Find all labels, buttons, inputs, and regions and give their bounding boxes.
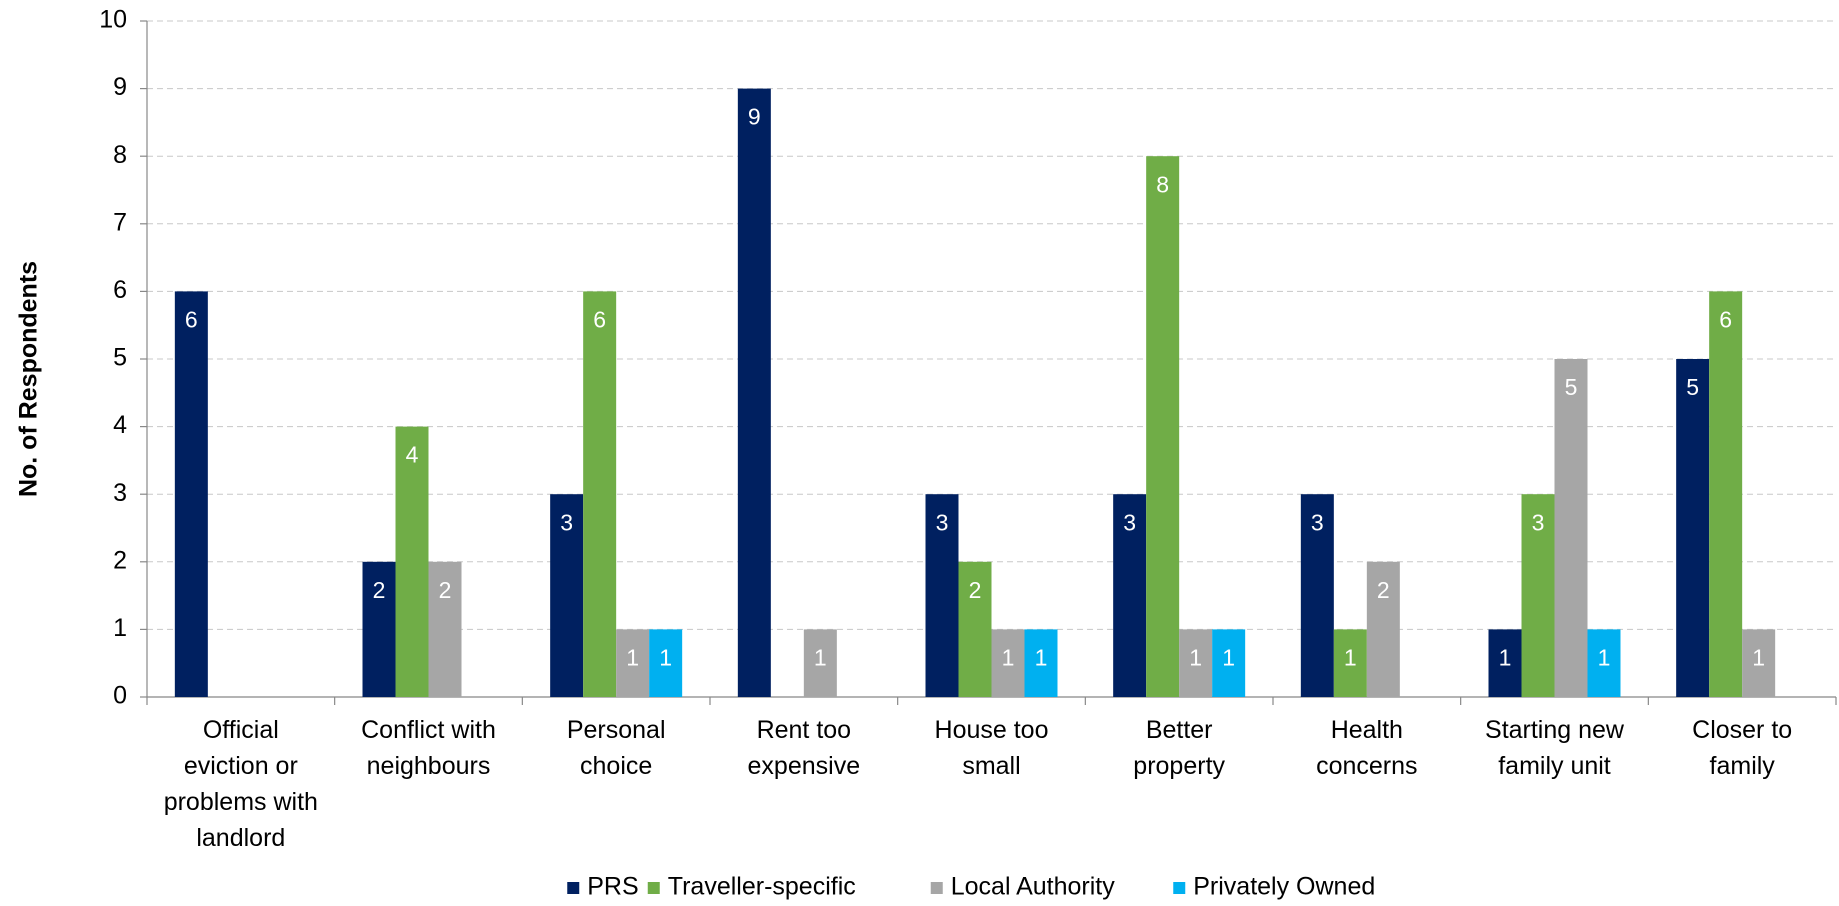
value-label: 6 [1719, 306, 1732, 332]
value-label: 9 [748, 104, 761, 130]
y-tick-label: 7 [113, 208, 127, 236]
bar [737, 88, 771, 698]
bar [1212, 629, 1246, 697]
x-tick-label: Closer to family [1692, 716, 1792, 780]
bar [550, 494, 584, 697]
bar [1742, 629, 1776, 697]
value-label: 3 [560, 509, 573, 535]
legend-swatch [647, 882, 660, 894]
x-tick-label: Better property [1133, 716, 1225, 780]
bar [1676, 359, 1710, 697]
y-tick-label: 3 [113, 479, 127, 507]
value-label: 1 [1499, 644, 1512, 670]
bar [1179, 629, 1213, 697]
y-tick-label: 5 [113, 344, 127, 372]
value-label: 1 [1222, 644, 1235, 670]
bar [1709, 291, 1743, 697]
value-label: 8 [1156, 171, 1169, 197]
y-tick-label: 2 [113, 546, 127, 574]
legend-swatch [567, 882, 580, 894]
value-label: 1 [814, 644, 827, 670]
bar [1366, 561, 1400, 697]
bar [1300, 494, 1334, 697]
value-label: 1 [1344, 644, 1357, 670]
value-label: 2 [439, 577, 452, 603]
bar [428, 561, 462, 697]
y-tick-label: 0 [113, 682, 127, 710]
legend-label: Local Authority [951, 873, 1115, 901]
value-label: 1 [1598, 644, 1611, 670]
bar [1333, 629, 1367, 697]
bar [925, 494, 959, 697]
bar [803, 629, 837, 697]
value-label: 1 [1189, 644, 1202, 670]
legend-label: Traveller-specific [668, 873, 856, 901]
y-tick-label: 9 [113, 73, 127, 101]
bar [174, 291, 208, 697]
value-label: 3 [1311, 509, 1324, 535]
value-label: 6 [185, 306, 198, 332]
bar [649, 629, 683, 697]
bar [395, 426, 429, 697]
value-label: 3 [1123, 509, 1136, 535]
bar [1024, 629, 1058, 697]
bar [1146, 156, 1180, 697]
value-label: 4 [406, 442, 419, 468]
y-tick-label: 1 [113, 614, 127, 642]
x-tick-label: Conflict with neighbours [361, 716, 496, 780]
bar [1488, 629, 1522, 697]
bar [362, 561, 396, 697]
bar [1554, 359, 1588, 697]
bar [991, 629, 1025, 697]
value-label: 1 [1002, 644, 1015, 670]
bar [1113, 494, 1147, 697]
x-tick-label: Personal choice [567, 716, 666, 780]
y-tick-label: 4 [113, 411, 127, 439]
value-label: 2 [373, 577, 386, 603]
y-tick-label: 10 [99, 6, 127, 34]
bar [958, 561, 992, 697]
legend-swatch [1173, 882, 1186, 894]
value-label: 2 [1377, 577, 1390, 603]
value-label: 2 [969, 577, 982, 603]
value-label: 1 [1752, 644, 1765, 670]
value-label: 1 [659, 644, 672, 670]
x-tick-label: Starting new family unit [1485, 716, 1625, 780]
value-label: 1 [626, 644, 639, 670]
bar [583, 291, 617, 697]
value-label: 3 [936, 509, 949, 535]
x-tick-label: Rent too expensive [748, 716, 861, 780]
bar [1587, 629, 1621, 697]
bar [1521, 494, 1555, 697]
legend-swatch [930, 882, 943, 894]
legend-label: PRS [587, 873, 638, 901]
value-label: 3 [1532, 509, 1545, 535]
y-tick-label: 6 [113, 276, 127, 304]
value-label: 1 [1035, 644, 1048, 670]
y-axis-title: No. of Respondents [15, 261, 43, 497]
value-label: 5 [1565, 374, 1578, 400]
value-label: 5 [1686, 374, 1699, 400]
bar [616, 629, 650, 697]
x-tick-label: House too small [935, 716, 1049, 780]
x-tick-label: Health concerns [1316, 716, 1417, 780]
x-tick-label: Official eviction or problems with landlord [164, 716, 318, 852]
value-label: 6 [593, 306, 606, 332]
y-tick-label: 8 [113, 141, 127, 169]
legend-label: Privately Owned [1193, 873, 1375, 901]
